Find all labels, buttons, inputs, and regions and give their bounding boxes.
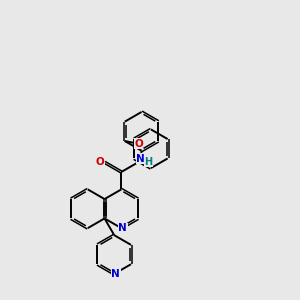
Text: N: N [111,269,120,279]
Text: H: H [144,157,152,166]
Text: N: N [136,154,145,164]
Text: O: O [134,139,143,148]
Text: O: O [95,157,104,166]
Text: N: N [118,223,127,233]
